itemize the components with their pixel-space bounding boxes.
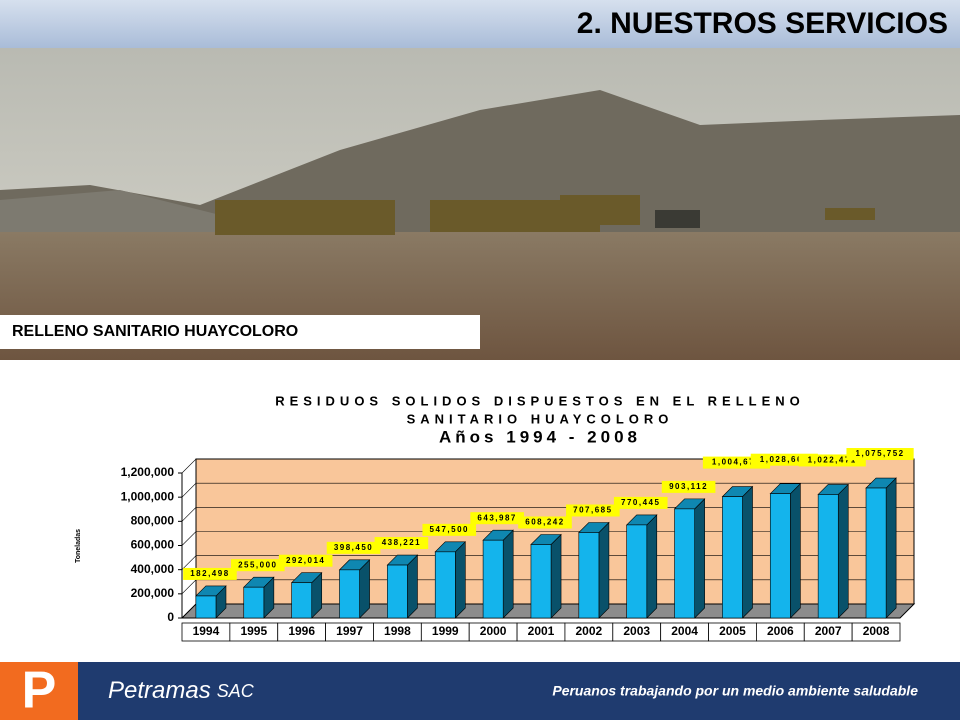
bar <box>674 508 695 619</box>
brand: Petramas SAC <box>108 677 255 704</box>
value-label: 707,685 <box>573 506 612 515</box>
value-label-box <box>566 504 620 517</box>
value-label-box <box>613 496 668 509</box>
bar <box>291 582 313 619</box>
bar <box>482 539 504 619</box>
x-tick-label: 1995 <box>240 624 267 638</box>
y-axis-label: Toneladas <box>75 529 82 563</box>
chart-title: SANITARIO HUAYCOLORO <box>407 411 674 426</box>
value-label: 1,022,471 <box>808 456 857 465</box>
bar <box>578 532 600 619</box>
x-tick-label: 2004 <box>671 624 698 638</box>
value-label-box <box>518 516 572 529</box>
x-tick-box <box>851 622 901 642</box>
value-label-box <box>374 537 429 550</box>
bar-side <box>407 554 418 619</box>
x-tick-label: 1997 <box>336 624 363 638</box>
value-label: 292,014 <box>286 556 325 565</box>
bar-side <box>790 482 801 619</box>
y-tick-label: 800,000 <box>131 514 175 528</box>
bar <box>339 569 360 619</box>
x-tick-label: 1998 <box>384 624 411 638</box>
bar-side <box>837 483 849 619</box>
grid-line <box>181 458 914 474</box>
value-label: 255,000 <box>238 560 277 569</box>
chart-title: Años 1994 - 2008 <box>439 427 641 446</box>
photo-caption: RELLENO SANITARIO HUAYCOLORO <box>12 323 298 340</box>
x-tick-label: 2003 <box>623 624 650 638</box>
brand-suffix: SAC <box>217 681 255 701</box>
x-tick-label: 2005 <box>719 624 746 638</box>
bar <box>722 496 743 619</box>
value-label: 1,075,752 <box>856 449 905 458</box>
bar <box>865 487 887 619</box>
value-label: 643,987 <box>477 513 516 522</box>
y-tick-label: 1,200,000 <box>121 465 175 479</box>
bar <box>434 551 456 619</box>
bar <box>530 544 552 619</box>
chart-title: RESIDUOS SOLIDOS DISPUESTOS EN EL RELLEN… <box>275 393 805 408</box>
value-label-box <box>846 448 914 461</box>
bar-side <box>646 514 658 619</box>
bar-side <box>694 498 705 619</box>
value-label: 903,112 <box>669 482 708 491</box>
x-tick-label: 2008 <box>863 624 890 638</box>
bar <box>195 595 217 619</box>
value-label: 438,221 <box>382 538 421 547</box>
x-tick-label: 2007 <box>815 624 842 638</box>
value-label: 770,445 <box>621 498 660 507</box>
brand-name: Petramas <box>108 677 211 704</box>
bar <box>243 586 265 619</box>
bar-side <box>742 485 753 619</box>
y-tick-label: 200,000 <box>131 586 175 600</box>
value-label: 398,450 <box>334 543 373 552</box>
bar-side <box>598 521 610 619</box>
value-label-box <box>326 541 381 554</box>
x-tick-label: 1994 <box>193 624 220 638</box>
bar <box>817 494 839 619</box>
logo <box>0 662 78 720</box>
bar <box>387 564 408 619</box>
photo <box>0 48 960 360</box>
value-label: 547,500 <box>430 525 469 534</box>
caption-box <box>0 315 480 349</box>
bar-side <box>502 529 514 619</box>
x-tick-label: 2006 <box>767 624 794 638</box>
slogan: Peruanos trabajando por un medio ambient… <box>552 683 918 699</box>
value-label-box <box>422 523 477 536</box>
bar-side <box>885 477 897 619</box>
header-bar <box>0 0 960 48</box>
value-label: 608,242 <box>525 518 564 527</box>
logo-letter: P <box>22 662 57 720</box>
value-label-box <box>278 554 333 567</box>
x-tick-label: 2002 <box>576 624 603 638</box>
value-label-box <box>661 480 716 493</box>
footer-bar <box>0 662 960 720</box>
value-label-box <box>231 559 285 572</box>
grid-line <box>181 507 914 522</box>
bar <box>769 493 791 619</box>
y-tick-label: 600,000 <box>131 538 175 552</box>
value-label: 1,028,662 <box>760 455 809 464</box>
bar-side <box>455 541 466 619</box>
bar-side <box>550 533 562 619</box>
value-label-box <box>470 512 524 525</box>
bar <box>626 524 648 619</box>
x-tick-label: 2000 <box>480 624 507 638</box>
y-tick-label: 400,000 <box>131 562 175 576</box>
value-label: 182,498 <box>190 569 229 578</box>
x-tick-label: 1999 <box>432 624 459 638</box>
y-tick-label: 0 <box>167 610 174 624</box>
x-tick-label: 2001 <box>528 624 555 638</box>
x-tick-label: 1996 <box>288 624 315 638</box>
header-title: 2. NUESTROS SERVICIOS <box>577 7 948 40</box>
y-tick-label: 1,000,000 <box>121 489 175 503</box>
value-label: 1,004,672 <box>712 458 761 467</box>
value-label-box <box>183 567 237 580</box>
